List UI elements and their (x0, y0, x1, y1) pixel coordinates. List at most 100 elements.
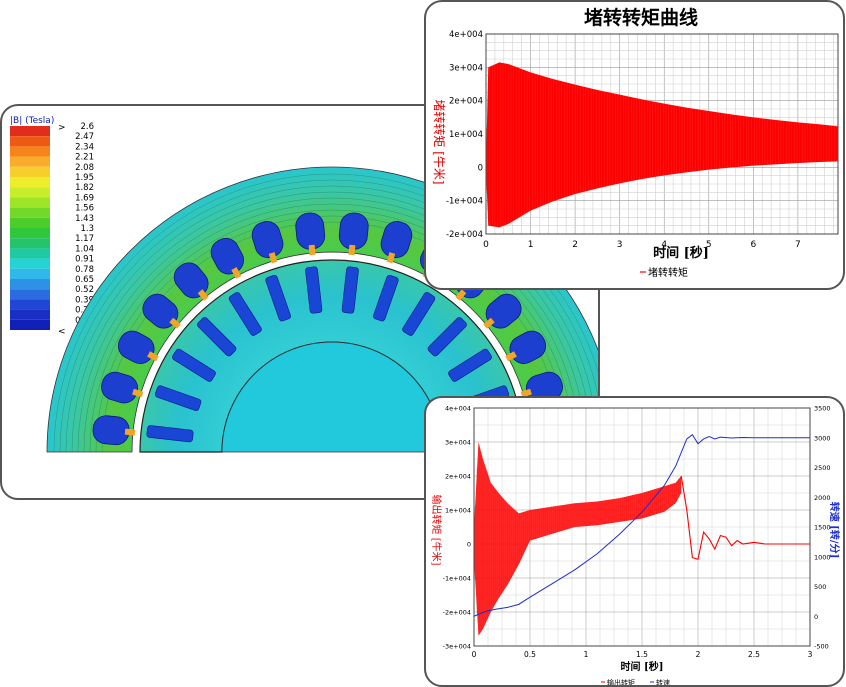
legend-title: |B| (Tesla) (10, 116, 54, 126)
colorbar-swatch (10, 238, 50, 249)
colorbar-tick-label: 1.43 (75, 214, 94, 224)
y2-tick-label: 2000 (814, 494, 831, 502)
torque-series-envelope (486, 62, 838, 228)
rotor-bar (197, 317, 237, 357)
y-tick-label: 1e+004 (449, 130, 483, 140)
stator-slot (92, 415, 136, 446)
colorbar-swatch (10, 248, 50, 259)
y-axis-label: 输出转矩 [牛米] (430, 495, 443, 566)
rotor-bar (172, 348, 216, 382)
x-tick-label: 1.5 (636, 650, 648, 659)
torque-oscillation-lines (474, 444, 682, 635)
x-tick-label: 2 (572, 240, 578, 250)
stall-torque-chart-panel: 堵转转矩曲线 0 1 2 3 4 5 6 7 -2e+004 -1e+004 0 1e+004 2e+… (424, 0, 845, 290)
x-tick-label: 3 (808, 650, 813, 659)
colorbar-tick-label: 2.08 (75, 163, 94, 173)
y-tick-label: -1e+004 (443, 575, 471, 583)
speed-series-line (473, 434, 810, 617)
torque-oscillation-lines (486, 62, 838, 228)
y-tick-label: -2e+004 (443, 609, 471, 617)
y-tick-label: 2e+004 (449, 97, 483, 107)
x-tick-label: 2.5 (748, 650, 760, 659)
colorbar-swatch (10, 207, 50, 218)
legend-gt-marker: > (58, 123, 66, 133)
stator-slot (142, 293, 181, 329)
colorbar-swatch (10, 319, 50, 330)
stator-slot (251, 221, 284, 264)
stall-torque-chart: 堵转转矩曲线 0 1 2 3 4 5 6 7 -2e+004 -1e+004 0 1e+004 2e+… (432, 6, 839, 279)
y-tick-labels: -3e+004 -2e+004 -1e+004 0 1e+004 2e+004 3e+004… (443, 405, 471, 651)
x-tick-label: 4 (661, 240, 667, 250)
x-tick-labels: 0 1 2 3 4 5 6 7 (483, 240, 801, 250)
colorbar-tick-label: 2.34 (75, 142, 94, 152)
grid (473, 407, 811, 647)
colorbar-swatch (10, 126, 50, 137)
rotor-bar (154, 385, 202, 411)
y-tick-label: 3e+004 (445, 439, 471, 447)
y2-axis-label: 转速 [转/分] (828, 502, 841, 559)
y-tick-label: -1e+004 (446, 197, 483, 207)
colorbar (10, 126, 50, 330)
y-tick-label: 0 (478, 163, 483, 173)
colorbar-swatch (10, 309, 50, 320)
y2-tick-label: 500 (814, 583, 826, 591)
stator-slot (380, 221, 413, 264)
y-tick-label: 0 (467, 541, 471, 549)
x-tick-label: 0.5 (524, 650, 536, 659)
y2-tick-labels: -500 0 500 1000 1500 2000 2500 3000 3500 (814, 405, 831, 651)
y2-tick-label: 3000 (814, 434, 831, 442)
colorbar-tick-label: 1.3 (80, 224, 94, 234)
y-tick-label: 4e+004 (449, 30, 483, 40)
x-tick-label: 1 (584, 650, 589, 659)
stator-slot (173, 262, 209, 301)
colorbar-tick-label: 0.91 (75, 255, 94, 265)
colorbar-swatch (10, 136, 50, 147)
colorbar-tick-label: 1.69 (75, 193, 94, 203)
y-tick-label: -3e+004 (443, 643, 471, 651)
x-tick-label: 6 (750, 240, 756, 250)
output-torque-speed-chart-panel: 0 0.5 1 1.5 2 2.5 3 -3e+004 -2e+004 -1e+004 0 1e+0… (424, 396, 845, 687)
stator-slot (338, 212, 369, 256)
x-tick-label: 2 (696, 650, 701, 659)
output-torque-speed-chart: 0 0.5 1 1.5 2 2.5 3 -3e+004 -2e+004 -1e+004 0 1e+0… (430, 405, 841, 687)
colorbar-swatch (10, 177, 50, 188)
y2-tick-label: -500 (814, 643, 829, 651)
y-tick-label: 1e+004 (445, 507, 471, 515)
y-tick-label: -2e+004 (446, 230, 483, 240)
rotor-bar (341, 266, 359, 314)
colorbar-swatch (10, 289, 50, 300)
y-tick-labels: -2e+004 -1e+004 0 1e+004 2e+004 3e+004 4e+004 (446, 30, 483, 240)
y-axis-label: 堵转转矩 [牛米] (432, 99, 447, 184)
stator-slot (483, 293, 522, 329)
colorbar-tick-label: 1.17 (75, 234, 94, 244)
y-tick-label: 3e+004 (449, 63, 483, 73)
colorbar-tick-label: 0.52 (75, 285, 94, 295)
y2-tick-label: 1500 (814, 524, 831, 532)
rotor-bar (305, 266, 323, 314)
torque-series-envelope (474, 442, 682, 636)
rotor-bar (427, 317, 467, 357)
stator-slot (210, 237, 244, 279)
y-tick-label: 4e+004 (445, 405, 471, 413)
x-axis-label: 时间 [秒] (621, 660, 664, 673)
stator-slot (101, 371, 144, 404)
x-axis-label: 时间 [秒] (653, 245, 709, 261)
colorbar-tick-label: 0.78 (75, 265, 94, 275)
legend-lt-marker: < (58, 327, 66, 337)
x-tick-label: 5 (706, 240, 712, 250)
colorbar-tick-label: 1.95 (75, 173, 94, 183)
colorbar-tick-label: 1.82 (75, 183, 94, 193)
x-tick-labels: 0 0.5 1 1.5 2 2.5 3 (472, 650, 813, 659)
colorbar-swatch (10, 217, 50, 228)
colorbar-swatch (10, 187, 50, 198)
x-tick-label: 0 (483, 240, 489, 250)
y2-tick-label: 2500 (814, 464, 831, 472)
x-tick-label: 0 (472, 650, 477, 659)
rotor-bar (373, 274, 399, 322)
legend-label-torque: 输出转矩 (607, 678, 635, 687)
colorbar-swatch (10, 166, 50, 177)
rotor-bar (265, 274, 291, 322)
colorbar-tick-label: 0.65 (75, 275, 94, 285)
colorbar-tick-label: 1.56 (75, 204, 94, 214)
stator-slot (520, 371, 563, 404)
